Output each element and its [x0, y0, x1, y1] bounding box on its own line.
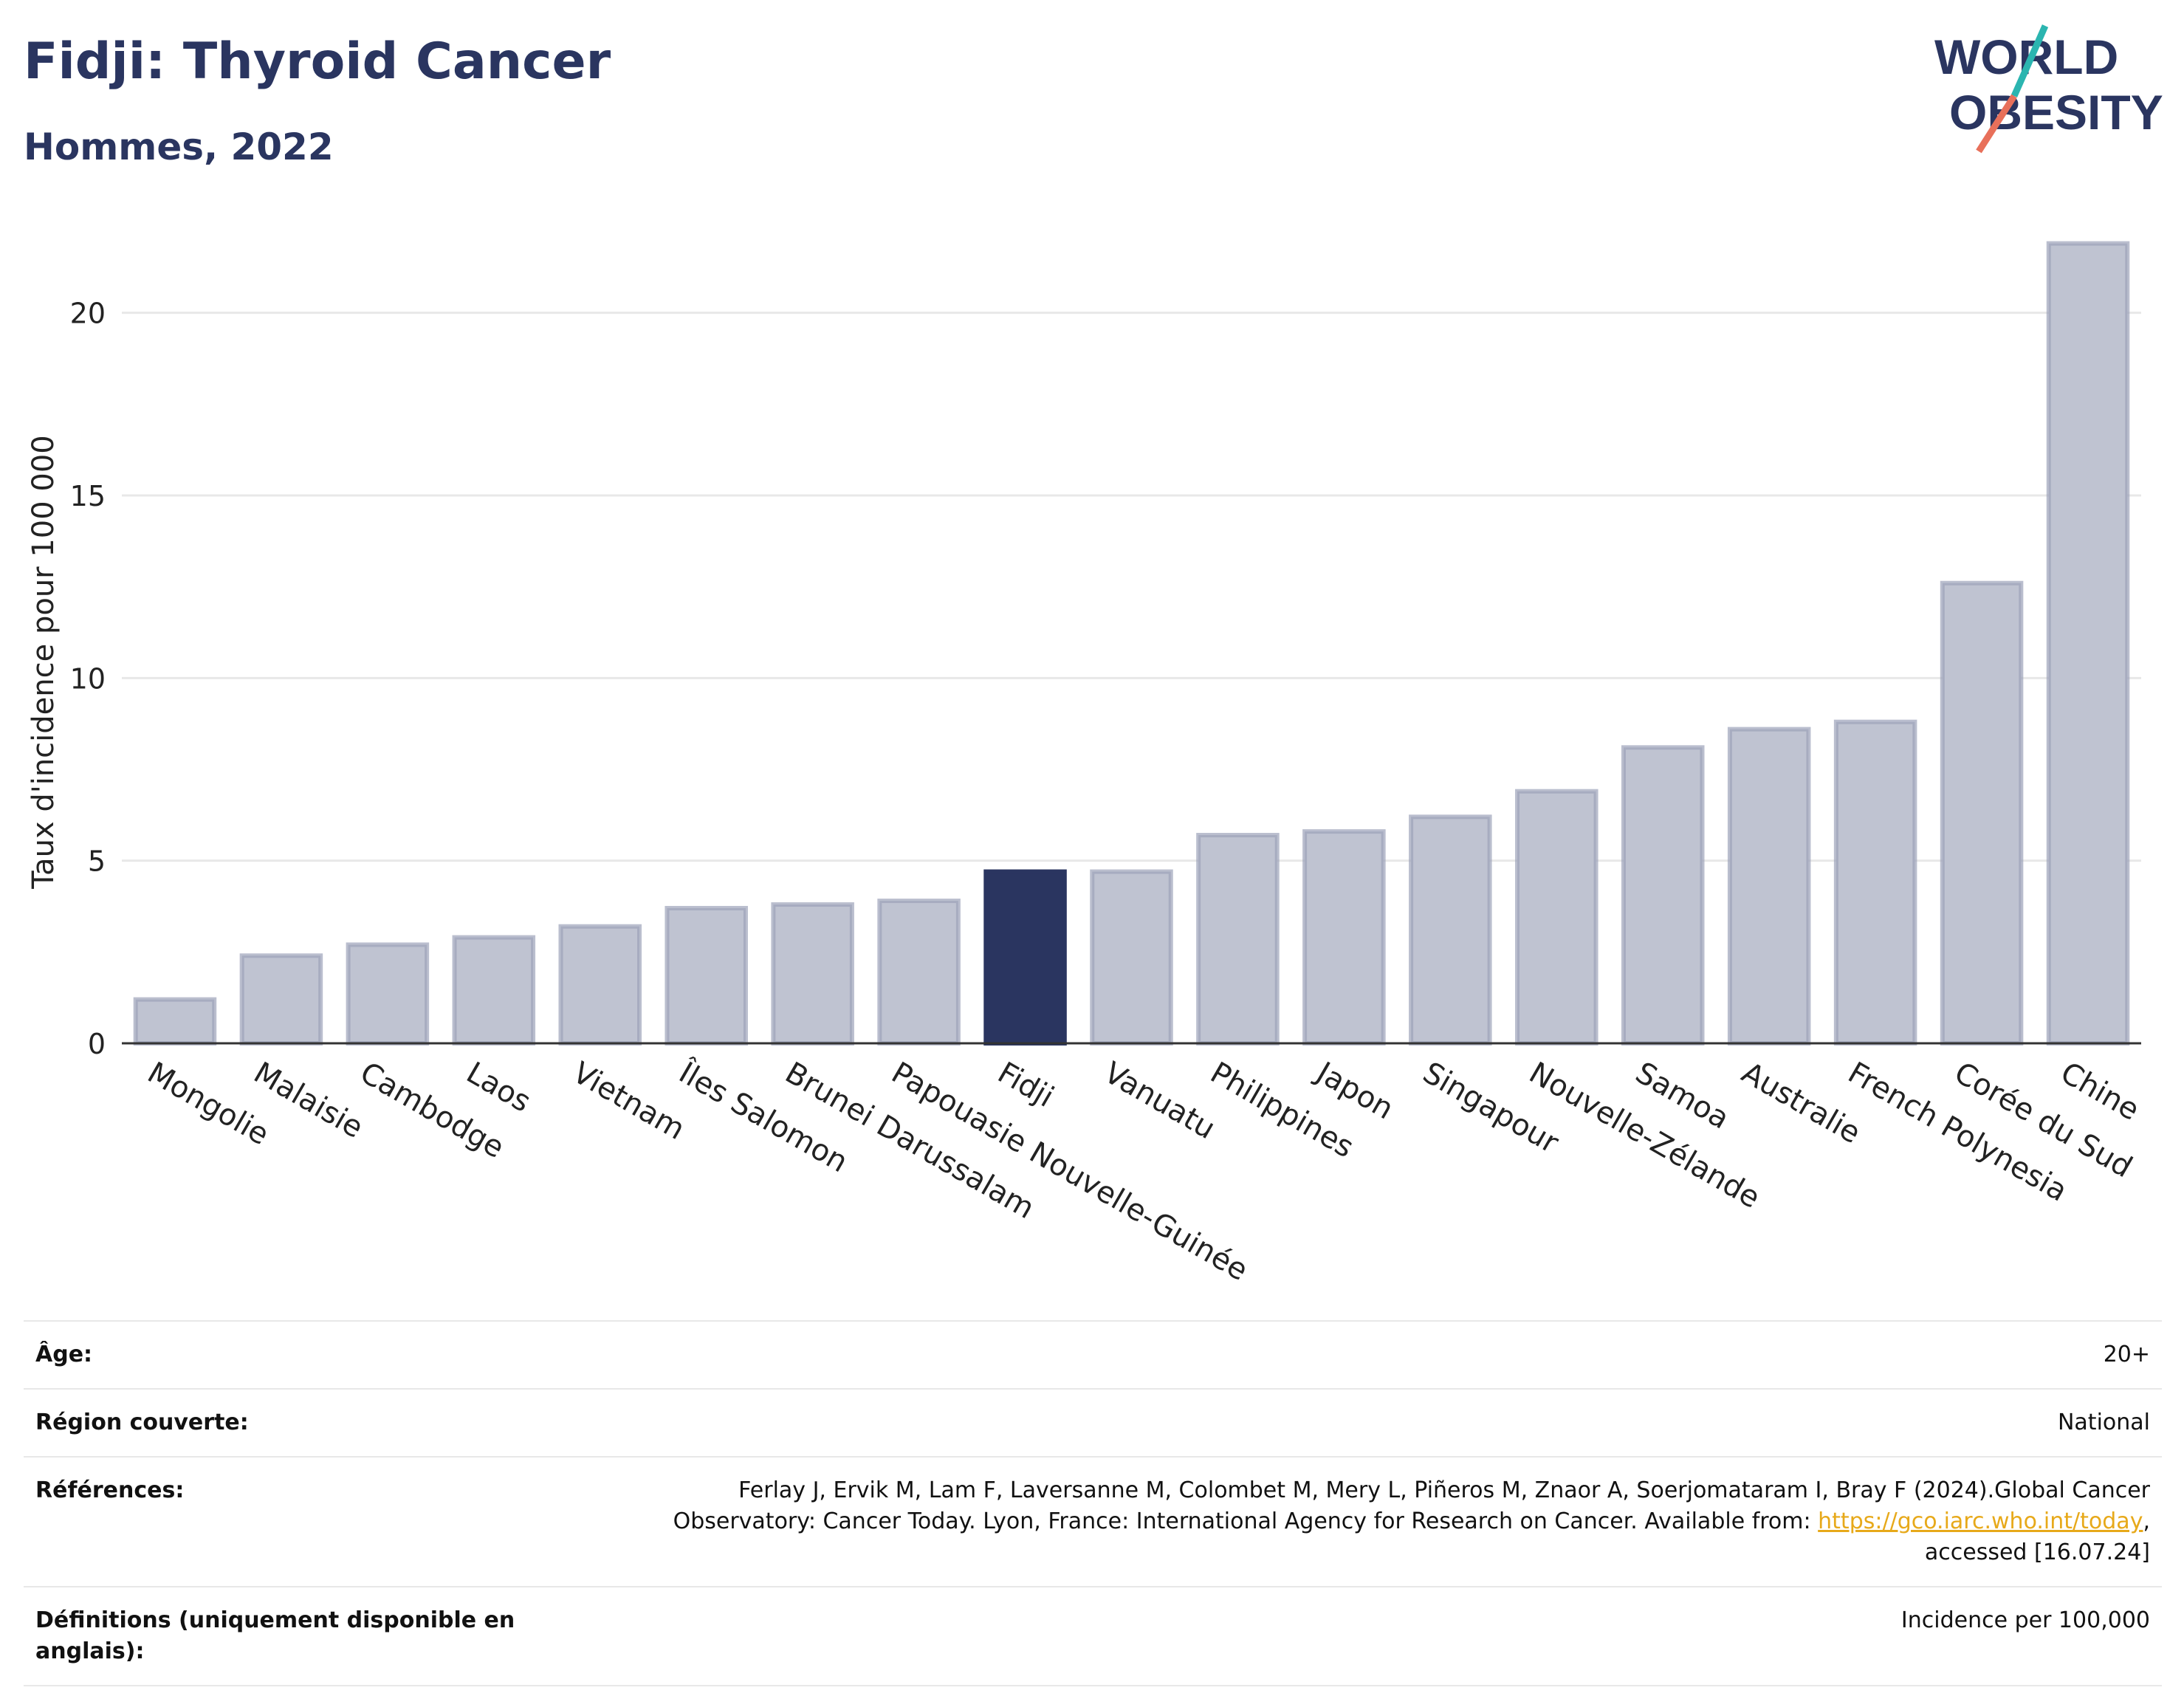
bar-japon: [1302, 829, 1386, 1046]
y-axis-label: Taux d'incidence pour 100 000: [27, 435, 61, 889]
meta-value-definitions: Incidence per 100,000: [1900, 1607, 2150, 1633]
chart-subtitle: Hommes, 2022: [24, 126, 334, 168]
bar-laos: [452, 935, 536, 1046]
y-tick-label: 15: [70, 480, 106, 512]
meta-value-region: National: [2057, 1410, 2150, 1435]
bar-singapour: [1409, 814, 1492, 1046]
x-tick-label: Australie: [1736, 1056, 1866, 1150]
logo-line-2: OBESITY: [1949, 85, 2163, 140]
bar--les-salomon: [665, 905, 748, 1046]
meta-value-references: Ferlay J, Ervik M, Lam F, Laversanne M, …: [600, 1475, 2150, 1568]
y-tick-label: 0: [88, 1028, 106, 1060]
bar-cambodge: [346, 942, 430, 1046]
y-tick-label: 10: [70, 662, 106, 695]
meta-label-references: Références:: [35, 1477, 185, 1503]
bar-chine: [2046, 241, 2130, 1046]
x-tick-label: Vanuatu: [1099, 1056, 1221, 1146]
references-text: Ferlay J, Ervik M, Lam F, Laversanne M, …: [673, 1477, 2150, 1534]
y-tick-label: 20: [70, 298, 106, 330]
bar-nouvelle-z-lande: [1515, 789, 1598, 1046]
bar-malaisie: [239, 953, 323, 1046]
meta-row-definitions: Définitions (uniquement disponible en an…: [24, 1586, 2162, 1686]
y-axis-ticks: 0 5 10 15 20: [70, 298, 106, 1060]
bar-brunei-darussalam: [771, 902, 854, 1046]
bar-papouasie-nouvelle-guin-e: [877, 899, 961, 1046]
bar-philippines: [1196, 833, 1280, 1046]
meta-label-region: Région couverte:: [35, 1410, 249, 1435]
bar-cor-e-du-sud: [1940, 580, 2024, 1046]
x-tick-label: Laos: [461, 1056, 537, 1119]
bar-vanuatu: [1090, 869, 1173, 1046]
chart-title: Fidji: Thyroid Cancer: [24, 32, 611, 91]
y-tick-label: 5: [88, 845, 106, 878]
x-tick-label: Vietnam: [567, 1056, 690, 1147]
meta-row-references: Références: Ferlay J, Ervik M, Lam F, La…: [24, 1456, 2162, 1586]
bar-samoa: [1621, 745, 1705, 1046]
metadata-table: Âge: 20+ Région couverte: National Référ…: [24, 1320, 2162, 1686]
logo-slash-coral: [1976, 94, 2017, 154]
meta-label-definitions: Définitions (uniquement disponible en an…: [35, 1607, 515, 1664]
references-accessed: , accessed [16.07.24]: [1924, 1508, 2150, 1565]
meta-row-age: Âge: 20+: [24, 1320, 2162, 1388]
x-tick-label: Mongolie: [142, 1056, 275, 1152]
meta-row-region: Région couverte: National: [24, 1388, 2162, 1456]
bars: [133, 241, 2130, 1046]
bar-vietnam: [558, 924, 642, 1046]
world-obesity-logo: WORLD OBESITY: [1934, 24, 2163, 154]
x-tick-label: Fidji: [992, 1056, 1060, 1114]
logo-slash-teal: [2010, 24, 2049, 97]
bar-fidji: [983, 869, 1067, 1046]
references-link[interactable]: https://gco.iarc.who.int/today: [1818, 1508, 2143, 1534]
bar-mongolie: [133, 997, 217, 1046]
meta-value-age: 20+: [2103, 1342, 2150, 1367]
bar-french-polynesia: [1833, 719, 1917, 1046]
meta-label-age: Âge:: [35, 1342, 93, 1367]
bar-australie: [1727, 727, 1811, 1046]
